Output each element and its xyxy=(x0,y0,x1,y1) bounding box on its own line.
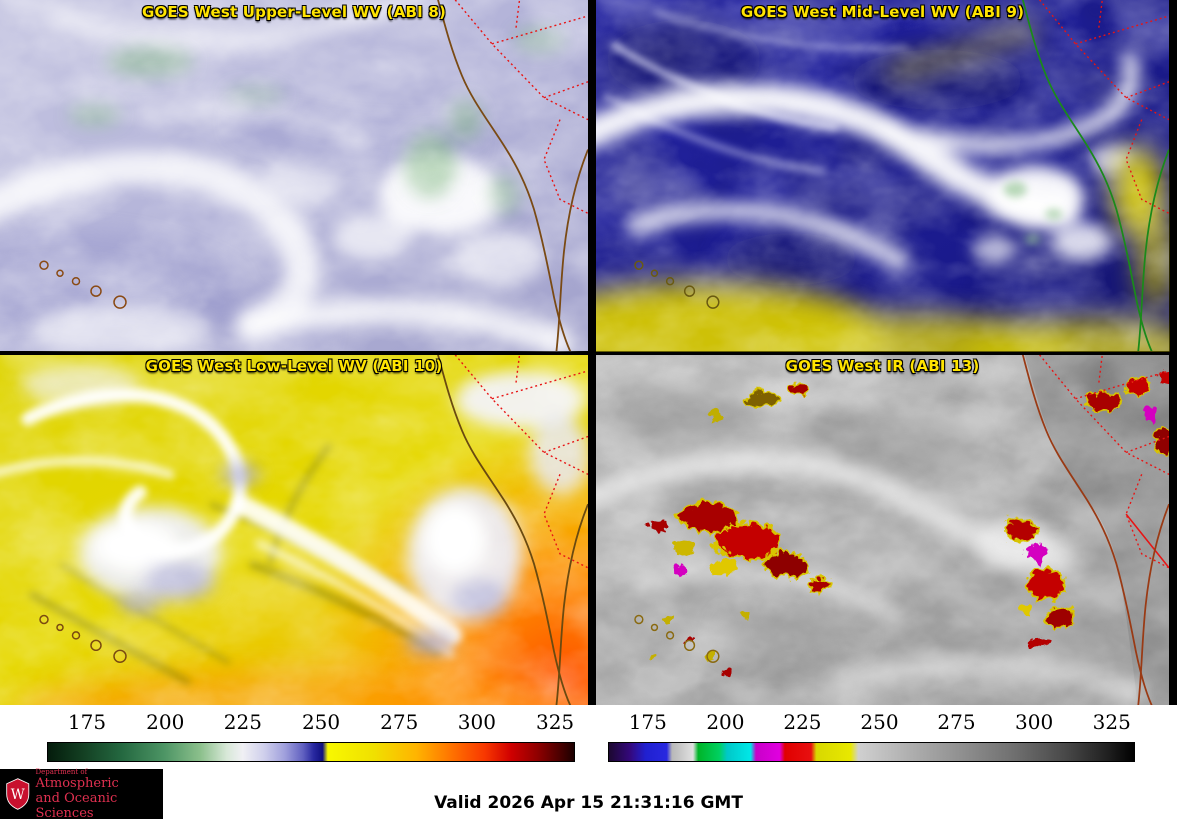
footer: W Department of Atmospheric and Oceanic … xyxy=(0,768,1177,820)
logo-text: Department of Atmospheric and Oceanic Sc… xyxy=(36,768,158,820)
convection-cluster-socal xyxy=(1081,366,1170,453)
logo-line-2: and Oceanic Sciences xyxy=(35,790,118,820)
colorbar-row: 175 200 225 250 275 300 325 175 200 225 … xyxy=(0,705,1177,769)
tick-label: 325 xyxy=(1092,710,1131,734)
tick-label: 275 xyxy=(380,710,419,734)
convection-cluster-central xyxy=(999,514,1072,646)
tick-label: 250 xyxy=(301,710,341,734)
tick-label: 200 xyxy=(146,710,185,734)
tick-label: 175 xyxy=(628,710,667,734)
colorbar-wv: 175 200 225 250 275 300 325 xyxy=(0,705,588,769)
panel-ir xyxy=(596,355,1170,705)
panel-upper-level-wv xyxy=(0,0,588,352)
uw-crest-icon: W xyxy=(6,778,30,810)
colorbar-ir-gradient xyxy=(608,742,1135,762)
mexico-border xyxy=(1125,513,1170,569)
tick-label: 325 xyxy=(535,710,575,734)
convection-specks-southwest xyxy=(647,608,746,672)
tick-label: 300 xyxy=(1015,710,1054,734)
convection-cluster-north xyxy=(705,379,808,418)
logo-line-1: Atmospheric xyxy=(35,775,119,791)
tick-label: 225 xyxy=(783,710,822,734)
valid-time-text: Valid 2026 Apr 15 21:31:16 GMT xyxy=(434,793,743,813)
aos-logo: W Department of Atmospheric and Oceanic … xyxy=(0,768,163,820)
crest-letter: W xyxy=(11,787,25,803)
panel-mid-level-wv xyxy=(596,0,1170,352)
panel-low-level-wv xyxy=(0,355,588,705)
tick-label: 300 xyxy=(457,710,496,734)
colorbar-ir: 175 200 225 250 275 300 325 xyxy=(589,705,1177,769)
satellite-panels: GOES West Upper-Level WV (ABI 8) GOES We… xyxy=(0,0,1177,705)
logo-dept-line: Department of xyxy=(35,767,88,776)
tick-label: 175 xyxy=(67,710,107,734)
convection-cluster-west xyxy=(645,497,829,590)
satellite-imagery xyxy=(0,0,1177,705)
colorbar-wv-gradient xyxy=(47,742,575,762)
tick-label: 250 xyxy=(860,710,899,734)
tick-label: 225 xyxy=(223,710,262,734)
tick-label: 275 xyxy=(937,710,976,734)
tick-label: 200 xyxy=(706,710,745,734)
